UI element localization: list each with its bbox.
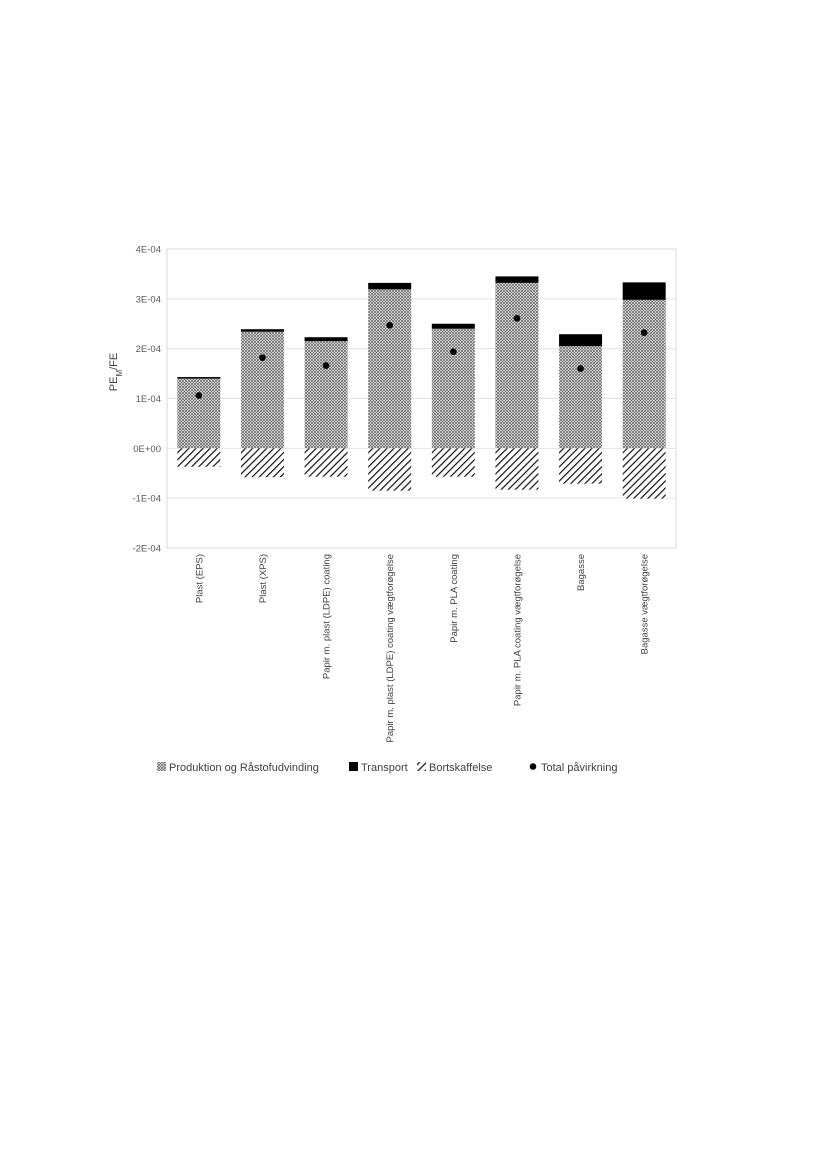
legend-label-transport: Transport xyxy=(361,762,408,774)
bar-disposal xyxy=(622,448,666,499)
bar-transport xyxy=(177,377,221,379)
y-tick-label: 4E-04 xyxy=(136,245,161,256)
x-category-label: Bagasse xyxy=(576,554,587,591)
bar-production xyxy=(495,282,539,449)
bar-production xyxy=(622,299,666,449)
y-tick-label: -2E-04 xyxy=(132,544,161,555)
point-total xyxy=(195,392,203,399)
y-axis-title-sub: M xyxy=(115,370,124,377)
bar-transport xyxy=(495,276,539,283)
legend-item-production: Produktion og Råstofudvinding xyxy=(157,762,319,774)
x-category-label: Papir m. plast (LDPE) coating xyxy=(322,554,333,679)
x-category-label: Papir m. PLA coating vægtforøgelse xyxy=(512,554,523,706)
bar-disposal xyxy=(495,448,539,490)
bar-disposal xyxy=(559,448,603,484)
y-tick-labels: 4E-04 3E-04 2E-04 1E-04 0E+00 -1E-04 -2E-04 xyxy=(132,245,161,555)
point-total xyxy=(640,329,648,337)
bar-production xyxy=(304,341,348,449)
y-tick-label: 1E-04 xyxy=(136,394,161,405)
bar-transport xyxy=(431,323,475,329)
bar-production xyxy=(177,378,221,449)
y-axis-title-suffix: /FE xyxy=(108,353,120,370)
bar-disposal xyxy=(240,448,284,478)
x-category-label: Papir m. plast (LDPE) coating vægtforøge… xyxy=(385,554,396,743)
point-total xyxy=(322,362,330,369)
point-total xyxy=(386,321,393,329)
bar-production xyxy=(559,346,603,449)
bar-transport xyxy=(368,282,412,290)
legend-item-disposal: Bortskaffelse xyxy=(417,762,492,774)
legend-item-transport: Transport xyxy=(349,762,408,774)
point-total xyxy=(513,314,521,322)
x-category-label: Papir m. PLA coating xyxy=(449,554,460,643)
x-category-label: Plast (XPS) xyxy=(258,554,269,603)
point-total xyxy=(450,348,457,355)
bars xyxy=(177,276,666,499)
x-category-label: Plast (EPS) xyxy=(194,554,205,603)
bar-disposal xyxy=(304,448,348,477)
bar-production xyxy=(431,328,475,449)
legend: Produktion og Råstofudvinding Transport … xyxy=(157,762,617,774)
y-axis-title-main: PE xyxy=(108,377,120,392)
point-total xyxy=(577,365,584,372)
total-points xyxy=(195,314,648,399)
bar-transport xyxy=(304,337,348,342)
legend-swatch-production xyxy=(157,762,166,771)
legend-item-total: Total påvirkning xyxy=(529,762,617,774)
bar-production xyxy=(240,331,284,449)
legend-swatch-transport xyxy=(349,762,358,771)
y-axis-title: PEM/FE xyxy=(108,353,124,391)
legend-label-total: Total påvirkning xyxy=(541,762,617,774)
bar-production xyxy=(368,289,412,449)
y-tick-label: 0E+00 xyxy=(133,444,161,455)
legend-swatch-disposal xyxy=(417,762,426,771)
bar-transport xyxy=(240,329,284,332)
bar-disposal xyxy=(431,448,475,477)
legend-label-production: Produktion og Råstofudvinding xyxy=(169,762,319,774)
y-tick-label: -1E-04 xyxy=(132,494,161,505)
y-tick-label: 3E-04 xyxy=(136,294,161,305)
bar-disposal xyxy=(177,448,221,467)
x-category-label: Bagasse vægtforøgelse xyxy=(640,554,651,654)
y-tick-label: 2E-04 xyxy=(136,344,161,355)
bar-transport xyxy=(622,282,666,300)
legend-marker-total xyxy=(529,763,537,770)
legend-label-disposal: Bortskaffelse xyxy=(429,762,492,774)
bar-disposal xyxy=(368,448,412,491)
point-total xyxy=(259,354,266,361)
category-labels: Plast (EPS) Plast (XPS) Papir m. plast (LD… xyxy=(194,554,650,743)
bar-transport xyxy=(559,334,603,347)
